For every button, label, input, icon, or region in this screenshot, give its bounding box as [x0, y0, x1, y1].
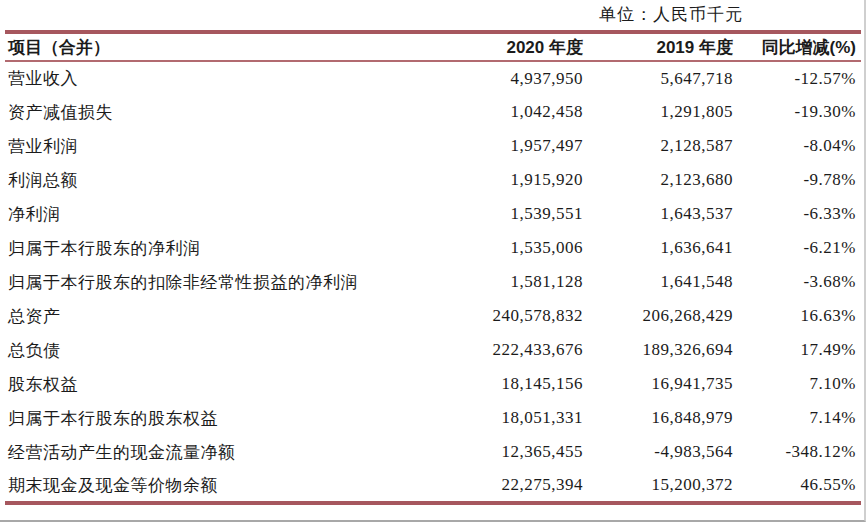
row-value-2020: 1,535,006 — [433, 231, 583, 265]
table-row: 期末现金及现金等价物余额22,275,39415,200,37246.55% — [5, 469, 861, 503]
row-value-yoy-change: -6.33% — [733, 197, 861, 231]
row-value-yoy-change: -12.57% — [733, 61, 861, 95]
table-row: 经营活动产生的现金流量净额12,365,455-4,983,564-348.12… — [5, 435, 861, 469]
row-value-2020: 12,365,455 — [433, 435, 583, 469]
table-row: 股东权益18,145,15616,941,7357.10% — [5, 367, 861, 401]
financial-summary-page: 单位：人民币千元 项目（合并） 2020 年度 2019 年度 同比增减(%) … — [0, 0, 866, 522]
row-value-yoy-change: 7.14% — [733, 401, 861, 435]
row-value-2020: 1,539,551 — [433, 197, 583, 231]
table-row: 归属于本行股东的股东权益18,051,33116,848,9797.14% — [5, 401, 861, 435]
row-item-label: 营业利润 — [5, 129, 433, 163]
row-value-2020: 240,578,832 — [433, 299, 583, 333]
row-item-label: 归属于本行股东的扣除非经常性损益的净利润 — [5, 265, 433, 299]
row-value-2020: 4,937,950 — [433, 61, 583, 95]
row-value-2019: 1,641,548 — [583, 265, 733, 299]
row-value-2020: 18,145,156 — [433, 367, 583, 401]
row-value-2020: 222,433,676 — [433, 333, 583, 367]
table-row: 总负债222,433,676189,326,69417.49% — [5, 333, 861, 367]
financial-summary-table: 项目（合并） 2020 年度 2019 年度 同比增减(%) 营业收入4,937… — [5, 30, 861, 505]
table-row: 利润总额1,915,9202,123,680-9.78% — [5, 163, 861, 197]
row-item-label: 股东权益 — [5, 367, 433, 401]
row-item-label: 净利润 — [5, 197, 433, 231]
table-row: 营业收入4,937,9505,647,718-12.57% — [5, 61, 861, 95]
row-value-yoy-change: 7.10% — [733, 367, 861, 401]
header-row: 项目（合并） 2020 年度 2019 年度 同比增减(%) — [5, 32, 861, 61]
row-value-2020: 1,581,128 — [433, 265, 583, 299]
unit-label: 单位：人民币千元 — [5, 0, 859, 30]
table-row: 总资产240,578,832206,268,42916.63% — [5, 299, 861, 333]
col-header-2020: 2020 年度 — [433, 32, 583, 61]
row-value-yoy-change: 16.63% — [733, 299, 861, 333]
col-header-yoy-change: 同比增减(%) — [733, 32, 861, 61]
row-value-2020: 22,275,394 — [433, 469, 583, 503]
row-value-2019: 1,636,641 — [583, 231, 733, 265]
col-header-2019: 2019 年度 — [583, 32, 733, 61]
row-value-2020: 1,957,497 — [433, 129, 583, 163]
row-item-label: 总资产 — [5, 299, 433, 333]
row-value-2019: 2,128,587 — [583, 129, 733, 163]
row-value-yoy-change: -3.68% — [733, 265, 861, 299]
row-value-2019: 15,200,372 — [583, 469, 733, 503]
row-value-2019: 206,268,429 — [583, 299, 733, 333]
row-item-label: 经营活动产生的现金流量净额 — [5, 435, 433, 469]
row-value-yoy-change: -9.78% — [733, 163, 861, 197]
row-value-2019: -4,983,564 — [583, 435, 733, 469]
row-value-2019: 5,647,718 — [583, 61, 733, 95]
table-row: 归属于本行股东的扣除非经常性损益的净利润1,581,1281,641,548-3… — [5, 265, 861, 299]
row-value-2019: 1,643,537 — [583, 197, 733, 231]
row-item-label: 归属于本行股东的净利润 — [5, 231, 433, 265]
row-value-yoy-change: 17.49% — [733, 333, 861, 367]
table-row: 净利润1,539,5511,643,537-6.33% — [5, 197, 861, 231]
row-value-2019: 1,291,805 — [583, 95, 733, 129]
col-header-item: 项目（合并） — [5, 32, 433, 61]
row-item-label: 营业收入 — [5, 61, 433, 95]
row-item-label: 归属于本行股东的股东权益 — [5, 401, 433, 435]
row-value-2020: 18,051,331 — [433, 401, 583, 435]
row-value-yoy-change: -348.12% — [733, 435, 861, 469]
row-value-yoy-change: 46.55% — [733, 469, 861, 503]
row-item-label: 资产减值损失 — [5, 95, 433, 129]
row-item-label: 总负债 — [5, 333, 433, 367]
row-item-label: 利润总额 — [5, 163, 433, 197]
row-value-2020: 1,042,458 — [433, 95, 583, 129]
row-value-2019: 189,326,694 — [583, 333, 733, 367]
table-row: 资产减值损失1,042,4581,291,805-19.30% — [5, 95, 861, 129]
row-value-yoy-change: -6.21% — [733, 231, 861, 265]
row-value-yoy-change: -8.04% — [733, 129, 861, 163]
row-value-2019: 16,941,735 — [583, 367, 733, 401]
row-value-2020: 1,915,920 — [433, 163, 583, 197]
row-value-2019: 2,123,680 — [583, 163, 733, 197]
row-item-label: 期末现金及现金等价物余额 — [5, 469, 433, 503]
row-value-yoy-change: -19.30% — [733, 95, 861, 129]
row-value-2019: 16,848,979 — [583, 401, 733, 435]
table-row: 营业利润1,957,4972,128,587-8.04% — [5, 129, 861, 163]
table-row: 归属于本行股东的净利润1,535,0061,636,641-6.21% — [5, 231, 861, 265]
table-body: 营业收入4,937,9505,647,718-12.57%资产减值损失1,042… — [5, 61, 861, 503]
